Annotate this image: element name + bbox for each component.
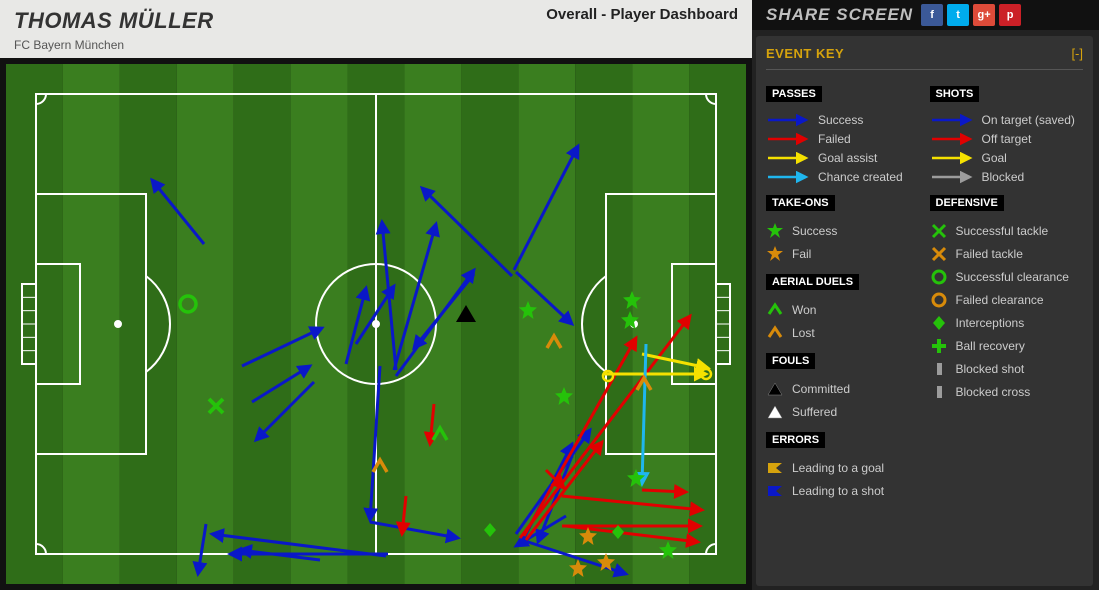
key-group-passes: PASSES: [766, 86, 822, 102]
key-item: Failed tackle: [930, 245, 1084, 263]
key-item: Failed: [766, 132, 920, 146]
key-group-take-ons: TAKE-ONS: [766, 195, 835, 211]
share-label: SHARE SCREEN: [766, 5, 913, 25]
key-item: On target (saved): [930, 113, 1084, 127]
key-group-shots: SHOTS: [930, 86, 980, 102]
share-bar: SHARE SCREEN f t g+ p: [752, 0, 1099, 30]
key-item: Successful clearance: [930, 268, 1084, 286]
key-item: Goal: [930, 151, 1084, 165]
key-item: Goal assist: [766, 151, 920, 165]
key-item: Ball recovery: [930, 337, 1084, 355]
key-item: Leading to a shot: [766, 482, 1083, 500]
dashboard-title: Overall - Player Dashboard: [546, 6, 738, 23]
key-group-fouls: FOULS: [766, 353, 815, 369]
key-item: Blocked shot: [930, 360, 1084, 378]
facebook-icon[interactable]: f: [921, 4, 943, 26]
key-item: Blocked cross: [930, 383, 1084, 401]
player-club: FC Bayern München: [14, 38, 738, 52]
key-item: Success: [766, 113, 920, 127]
key-item: Interceptions: [930, 314, 1084, 332]
key-item: Committed: [766, 380, 920, 398]
collapse-button[interactable]: [-]: [1071, 46, 1083, 61]
key-item: Lost: [766, 324, 920, 342]
key-item: Fail: [766, 245, 920, 263]
twitter-icon[interactable]: t: [947, 4, 969, 26]
key-item: Chance created: [766, 170, 920, 184]
pitch-container: [0, 58, 752, 590]
key-item: Failed clearance: [930, 291, 1084, 309]
key-item: Won: [766, 301, 920, 319]
pitch-chart[interactable]: [6, 64, 746, 584]
key-item: Blocked: [930, 170, 1084, 184]
event-key-panel: EVENT KEY [-] PASSES Success Failed Goal as…: [756, 36, 1093, 586]
key-item: Leading to a goal: [766, 459, 1083, 477]
key-item: Success: [766, 222, 920, 240]
key-item: Successful tackle: [930, 222, 1084, 240]
header: THOMAS MÜLLER FC Bayern München Overall …: [0, 0, 752, 58]
key-group-aerial-duels: AERIAL DUELS: [766, 274, 859, 290]
key-item: Off target: [930, 132, 1084, 146]
key-group-defensive: DEFENSIVE: [930, 195, 1004, 211]
event-key-title: EVENT KEY: [766, 46, 844, 61]
google-plus-icon[interactable]: g+: [973, 4, 995, 26]
key-item: Suffered: [766, 403, 920, 421]
key-group-errors: ERRORS: [766, 432, 825, 448]
pinterest-icon[interactable]: p: [999, 4, 1021, 26]
